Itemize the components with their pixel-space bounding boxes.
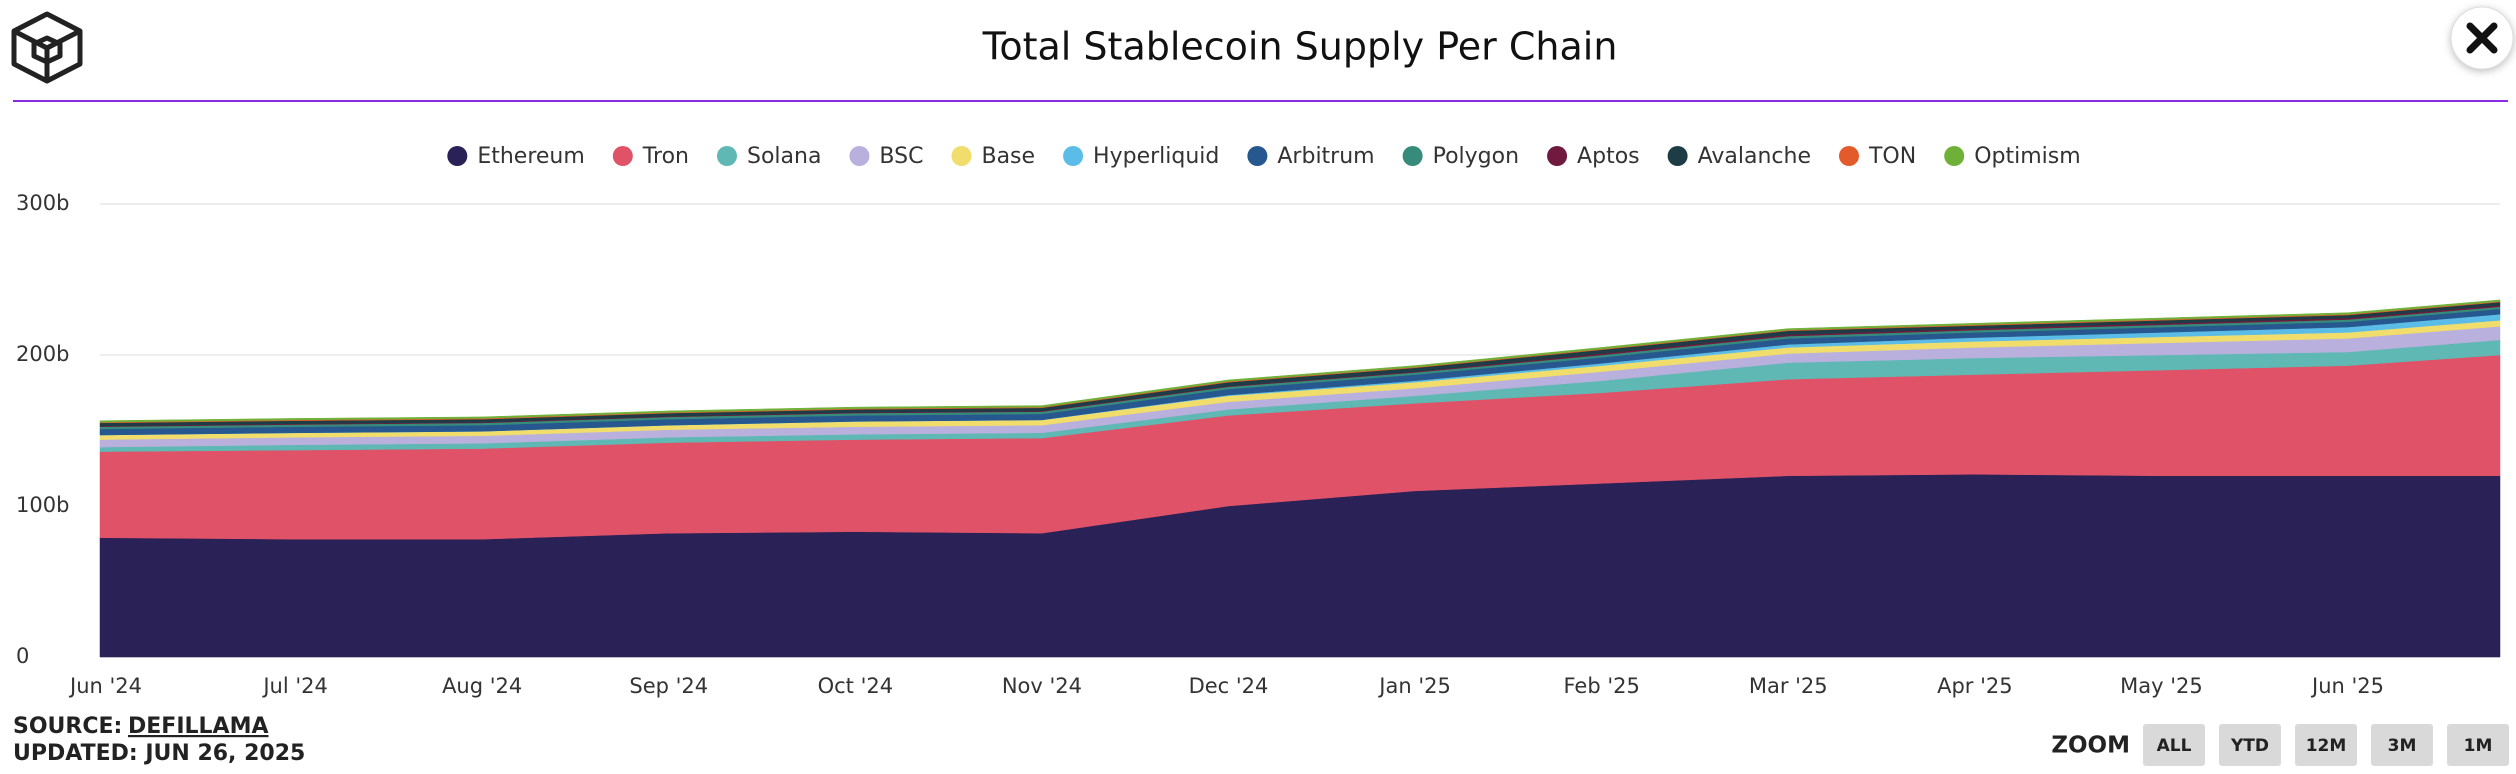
zoom-button-bg [2219,724,2281,766]
legend-item: Tron [612,144,689,169]
x-tick-label: Jun '24 [68,674,142,698]
zoom-button-bg [2143,724,2205,766]
x-tick-label: Feb '25 [1563,674,1639,698]
legend-label: BSC [879,144,923,169]
legend-label: Solana [747,144,821,169]
legend-swatch [1944,146,1965,166]
legend-label: Arbitrum [1277,144,1374,169]
legend-item: Aptos [1547,144,1640,169]
zoom-button-label: 12M [2306,736,2347,756]
legend-item: Polygon [1402,144,1519,169]
chart-title: Total Stablecoin Supply Per Chain [982,25,1618,69]
legend-label: TON [1868,144,1916,169]
logo [11,11,83,84]
legend-swatch [612,146,633,166]
source-link[interactable]: DEFILLAMA [128,714,269,739]
zoom-button[interactable]: 12M [2295,724,2357,766]
legend-swatch [1547,146,1568,166]
zoom-button-label: YTD [2230,736,2269,756]
updated-date: UPDATED: JUN 26, 2025 [13,741,305,766]
y-tick-label: 200b [16,342,69,366]
legend-item: Optimism [1944,144,2081,169]
legend-swatch [716,146,737,166]
legend-swatch [1247,146,1268,166]
zoom-button[interactable]: 1M [2447,724,2509,766]
x-tick-label: Mar '25 [1749,674,1828,698]
legend-label: Optimism [1974,144,2080,169]
legend-swatch [447,146,468,166]
legend-label: Aptos [1577,144,1640,169]
legend-swatch [1667,146,1688,166]
legend-swatch [1402,146,1423,166]
legend-label: Ethereum [477,144,584,169]
legend-swatch [951,146,972,166]
legend: Ethereum Tron Solana BSC Base Hyperliquid Arbi… [447,144,2081,169]
zoom-label: ZOOM [2051,733,2130,759]
legend-label: Base [981,144,1035,169]
legend-label: Hyperliquid [1093,144,1219,169]
legend-swatch [1063,146,1084,166]
zoom-button-bg [2295,724,2357,766]
legend-item: Solana [716,144,821,169]
legend-swatch [1838,146,1859,166]
legend-item: Ethereum [447,144,585,169]
legend-label: Polygon [1433,144,1519,169]
zoom-button-label: 1M [2464,736,2493,756]
x-tick-label: Nov '24 [1002,674,1082,698]
zoom-button-bg [2371,724,2433,766]
x-tick-label: Apr '25 [1937,674,2013,698]
zoom-button-label: 3M [2388,736,2417,756]
x-tick-label: Jan '25 [1377,674,1451,698]
legend-item: TON [1838,144,1916,169]
legend-item: BSC [849,144,923,169]
legend-item: Hyperliquid [1063,144,1219,169]
y-tick-label: 100b [16,493,69,517]
x-tick-label: Oct '24 [818,674,893,698]
legend-label: Tron [642,144,689,169]
legend-swatch [849,146,870,166]
legend-item: Arbitrum [1247,144,1375,169]
y-tick-label: 300b [16,191,69,215]
x-tick-label: May '25 [2120,674,2203,698]
zoom-button[interactable]: YTD [2219,724,2281,766]
x-tick-label: Aug '24 [442,674,522,698]
legend-label: Avalanche [1698,144,1811,169]
x-tick-label: Sep '24 [629,674,708,698]
zoom-button[interactable]: 3M [2371,724,2433,766]
zoom-button[interactable]: ALL [2143,724,2205,766]
area [99,299,2501,423]
x-tick-label: Dec '24 [1189,674,1269,698]
legend-item: Base [951,144,1035,169]
x-tick-label: Jul '24 [261,674,328,698]
y-tick-label: 0 [16,644,29,668]
close-button[interactable] [2450,6,2514,70]
legend-item: Avalanche [1667,144,1811,169]
x-tick-label: Jun '25 [2310,674,2384,698]
zoom-button-label: ALL [2157,736,2192,756]
source-label: SOURCE: [13,714,122,739]
zoom-button-bg [2447,724,2509,766]
